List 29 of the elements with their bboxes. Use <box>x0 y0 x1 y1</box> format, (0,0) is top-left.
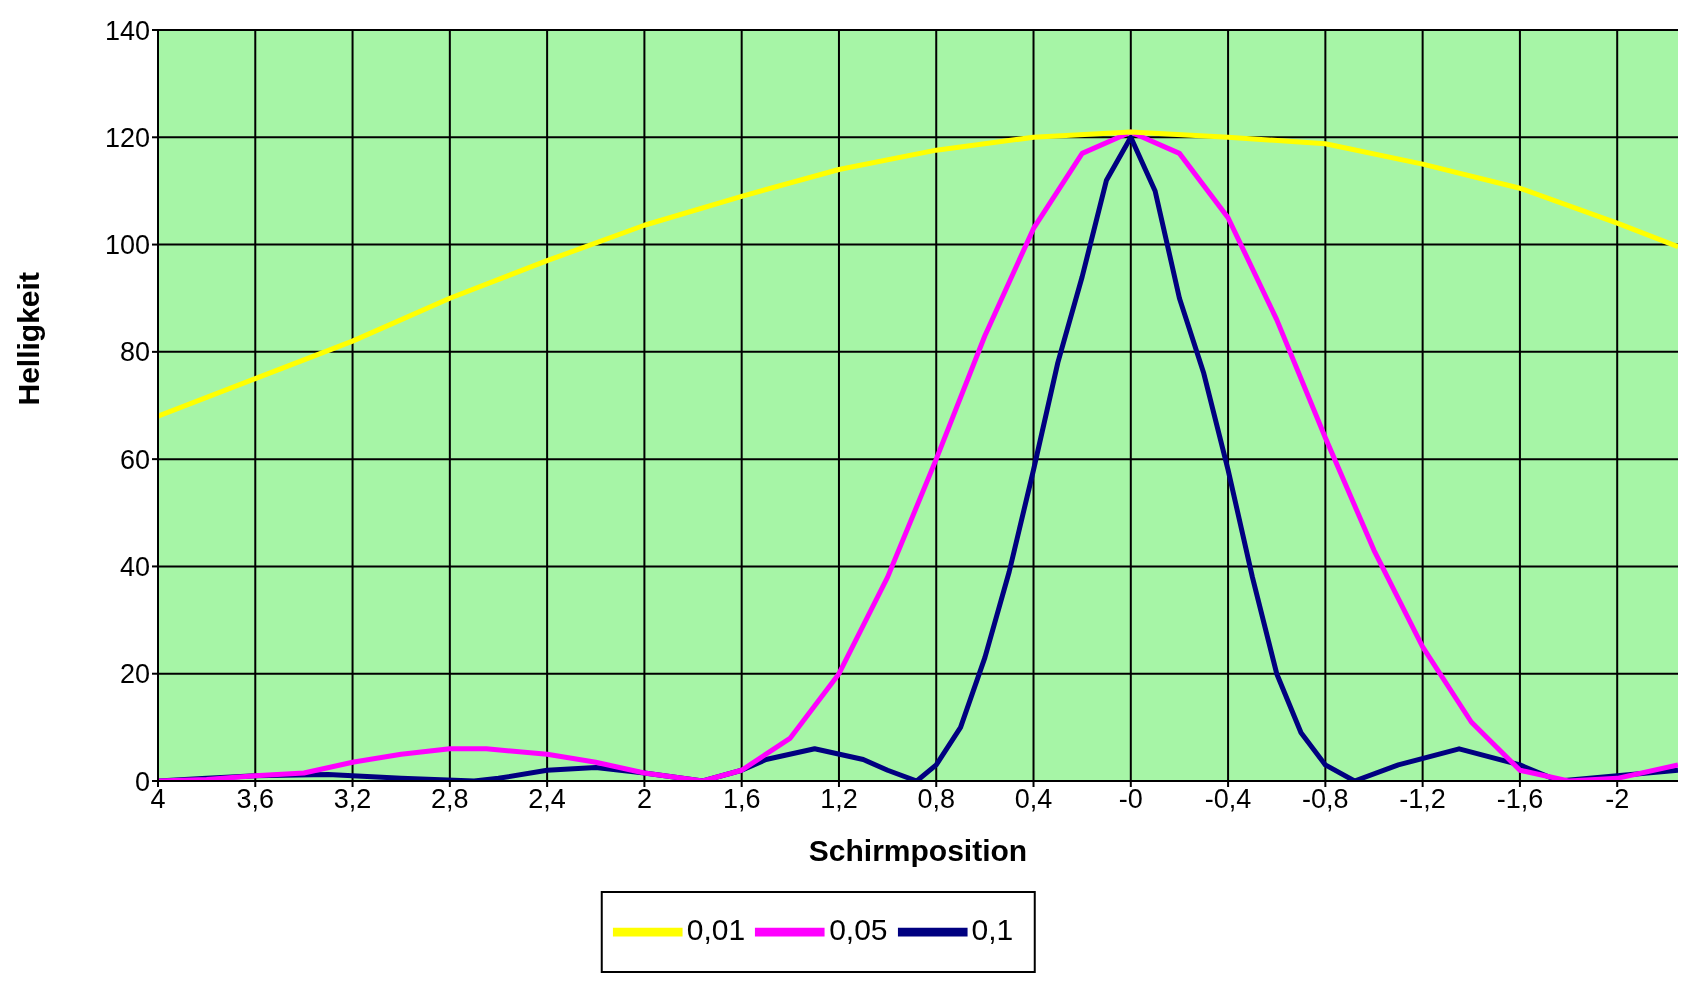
x-tick-label: -0 <box>1118 784 1143 815</box>
x-tick-label: 1,6 <box>722 784 761 815</box>
x-tick-label: -2 <box>1605 784 1630 815</box>
y-tick-label: 20 <box>119 659 150 690</box>
y-tick-label: 40 <box>119 552 150 583</box>
x-tick-label: 2,4 <box>528 784 566 815</box>
x-axis-title: Schirmposition <box>808 834 1028 867</box>
x-tick-label: 3,2 <box>333 784 372 815</box>
y-tick-label: 80 <box>119 337 150 368</box>
legend-label: 0,01 <box>686 912 746 946</box>
y-tick-label: 60 <box>119 444 150 475</box>
y-tick-label: 100 <box>104 230 150 261</box>
x-tick-label: 2,8 <box>431 784 469 815</box>
x-tick-label: 0,8 <box>917 784 956 815</box>
x-tick-label: 1,2 <box>820 784 858 815</box>
x-tick-label: -1,6 <box>1496 784 1544 815</box>
y-axis-title: Helligkeit <box>11 272 45 406</box>
x-tick-label: -1,2 <box>1399 784 1446 815</box>
y-tick-label: 120 <box>104 122 150 153</box>
x-tick-label: 2 <box>636 784 652 815</box>
x-tick-label: 3,6 <box>236 784 275 815</box>
legend-label: 0,05 <box>829 912 888 946</box>
x-tick-label: -0,4 <box>1204 784 1252 815</box>
x-tick-label: 4 <box>150 784 166 815</box>
x-tick-label: -0,8 <box>1302 784 1349 815</box>
x-tick-label: 0,4 <box>1014 784 1053 815</box>
legend-label: 0,1 <box>971 912 1014 946</box>
y-tick-label: 0 <box>134 766 150 797</box>
y-tick-label: 140 <box>104 15 150 46</box>
